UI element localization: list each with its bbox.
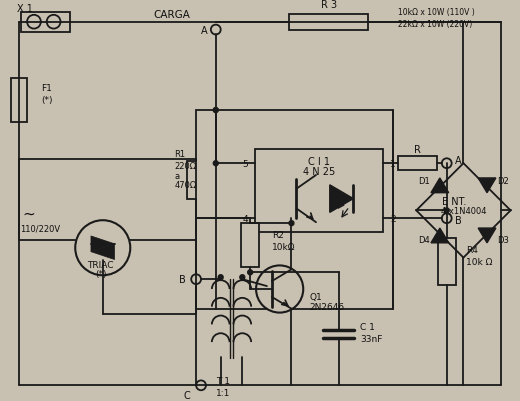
Text: B: B	[179, 275, 186, 284]
Text: 10kΩ x 10W (110V ): 10kΩ x 10W (110V )	[398, 8, 474, 17]
Bar	[21, 13, 70, 32]
Text: C 1: C 1	[360, 322, 375, 331]
Bar	[290, 15, 368, 30]
Text: (*): (*)	[41, 95, 53, 105]
Text: 4: 4	[242, 214, 248, 223]
Circle shape	[211, 26, 220, 35]
Text: D1: D1	[418, 177, 430, 186]
Text: C I 1: C I 1	[308, 157, 330, 167]
Text: D4: D4	[418, 236, 430, 245]
Text: B: B	[455, 216, 462, 226]
Circle shape	[442, 159, 452, 169]
Text: 2N2646: 2N2646	[309, 302, 344, 312]
Text: 5: 5	[242, 159, 248, 168]
Polygon shape	[431, 229, 449, 243]
Polygon shape	[91, 244, 114, 260]
Circle shape	[191, 275, 201, 284]
Polygon shape	[478, 178, 496, 193]
Text: X 1: X 1	[17, 4, 33, 14]
Polygon shape	[330, 185, 354, 213]
Text: A: A	[455, 156, 462, 166]
Bar	[438, 238, 456, 286]
Text: R2: R2	[272, 231, 284, 240]
Circle shape	[75, 221, 131, 275]
Polygon shape	[478, 229, 496, 243]
Circle shape	[218, 275, 223, 280]
Text: TRIAC: TRIAC	[87, 260, 114, 269]
Circle shape	[196, 381, 206, 390]
Text: (*): (*)	[95, 269, 107, 278]
Circle shape	[213, 108, 218, 113]
Text: R 3: R 3	[321, 0, 337, 10]
Text: C: C	[184, 390, 191, 400]
Polygon shape	[431, 178, 449, 193]
Circle shape	[289, 221, 294, 226]
Circle shape	[47, 16, 60, 30]
Text: 1:1: 1:1	[216, 388, 230, 397]
Text: ~: ~	[22, 207, 35, 221]
Bar	[187, 162, 205, 199]
Circle shape	[213, 161, 218, 166]
Bar	[255, 150, 383, 233]
Text: CARGA: CARGA	[153, 10, 190, 20]
Circle shape	[256, 266, 303, 313]
Circle shape	[27, 16, 41, 30]
Text: 110/220V: 110/220V	[20, 224, 60, 233]
Text: 2: 2	[390, 214, 396, 223]
Text: a: a	[175, 171, 179, 180]
Text: 33nF: 33nF	[360, 334, 383, 343]
Text: 4 x1N4004: 4 x1N4004	[440, 207, 486, 215]
Text: R: R	[414, 145, 421, 155]
Circle shape	[444, 209, 449, 213]
Polygon shape	[91, 236, 114, 252]
Text: R4: R4	[466, 245, 478, 255]
Circle shape	[248, 270, 253, 275]
Text: E NT.: E NT.	[443, 196, 467, 206]
Bar	[11, 79, 27, 123]
Text: R1: R1	[175, 150, 186, 158]
Text: 470Ω: 470Ω	[175, 181, 197, 190]
Circle shape	[240, 275, 245, 280]
Text: Q1: Q1	[309, 293, 322, 302]
Text: 22kΩ x 10W (220V): 22kΩ x 10W (220V)	[398, 20, 472, 29]
Bar	[196, 111, 393, 309]
Bar	[398, 157, 437, 171]
Text: 220Ω: 220Ω	[175, 161, 197, 170]
Text: D3: D3	[497, 236, 509, 245]
Text: D2: D2	[497, 177, 509, 186]
Circle shape	[442, 214, 452, 224]
Text: T 1: T 1	[216, 376, 230, 385]
Text: 10kΩ: 10kΩ	[272, 243, 295, 251]
Text: 10k Ω: 10k Ω	[466, 257, 493, 266]
Text: A: A	[201, 26, 207, 35]
Text: F1: F1	[41, 84, 51, 93]
Bar	[241, 224, 259, 268]
Text: 4 N 25: 4 N 25	[303, 167, 335, 176]
Text: 1: 1	[390, 159, 396, 168]
Circle shape	[213, 108, 218, 113]
